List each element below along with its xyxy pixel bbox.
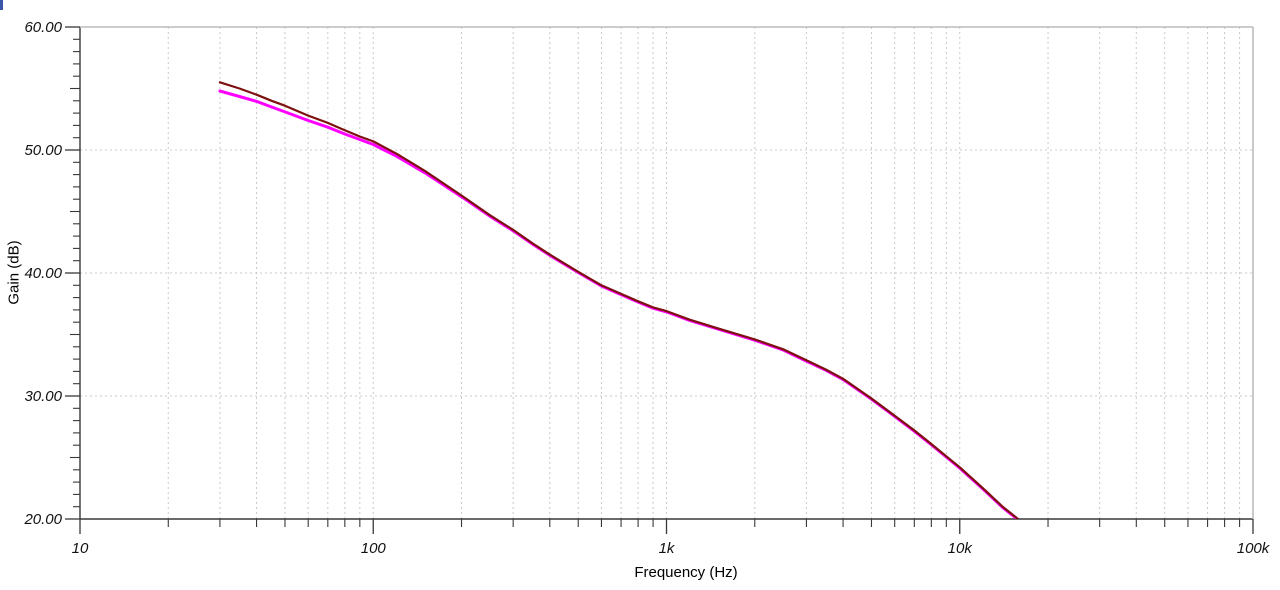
x-tick-label: 100 [361, 540, 387, 557]
y-tick-label: 40.00 [24, 265, 62, 282]
x-tick-label: 10k [948, 540, 974, 557]
x-tick-label: 1k [659, 540, 676, 557]
y-tick-label: 50.00 [24, 142, 62, 159]
y-tick-label: 30.00 [24, 388, 62, 405]
y-tick-label: 20.00 [23, 511, 62, 528]
y-tick-label: 60.00 [24, 19, 62, 36]
x-tick-label: 100k [1237, 540, 1271, 557]
window-corner-artifact [0, 0, 3, 10]
y-axis-title: Gain (dB) [5, 240, 23, 305]
tick-labels: 60.00 50.00 40.00 30.00 20.00 10 100 1k 10k 100k [23, 19, 1270, 557]
gridlines [80, 27, 1253, 519]
axis-ticks [65, 26, 1254, 534]
gain-traces [218, 81, 1020, 519]
x-axis-title: Frequency (Hz) [634, 564, 738, 581]
x-tick-label: 10 [72, 540, 89, 557]
gain-trace-dark-red [218, 81, 1020, 519]
gain-trace-magenta [218, 89, 1019, 519]
